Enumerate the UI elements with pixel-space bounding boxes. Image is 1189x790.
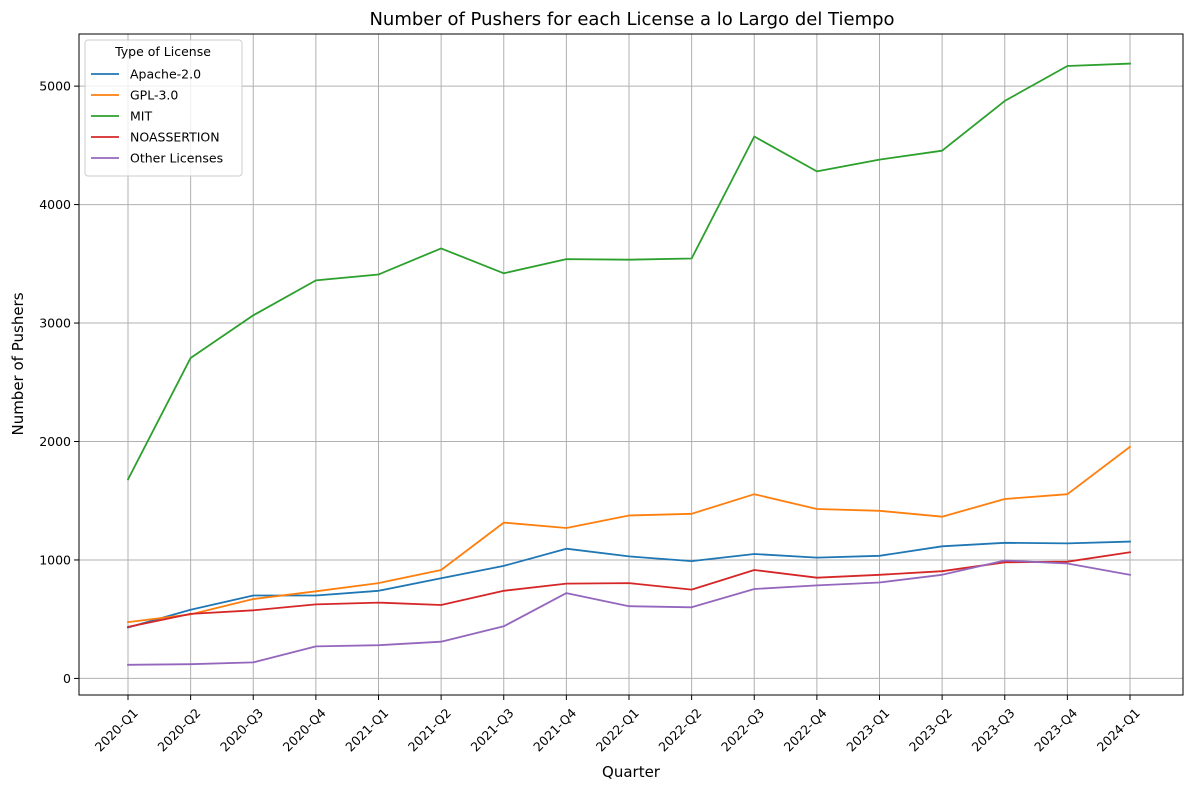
plot-area-frame	[78, 33, 1184, 696]
legend-label: Other Licenses	[130, 151, 223, 166]
chart-title: Number of Pushers for each License a lo …	[369, 9, 894, 30]
y-tick-label: 5000	[39, 79, 71, 94]
series-line-mit	[126, 62, 1131, 481]
x-tick-label: 2023-Q3	[968, 705, 1017, 754]
series-line-gpl-3-0	[126, 445, 1132, 624]
x-tick-label: 2021-Q3	[467, 705, 516, 754]
legend-label: Apache-2.0	[130, 67, 201, 82]
series-lines	[126, 62, 1132, 666]
legend-label: MIT	[130, 109, 152, 124]
x-tick-label: 2021-Q2	[405, 705, 454, 754]
x-tick-label: 2020-Q4	[280, 705, 329, 754]
legend-label: GPL-3.0	[130, 88, 178, 103]
x-tick-label: 2022-Q2	[655, 705, 704, 754]
legend-label: NOASSERTION	[130, 130, 220, 145]
x-tick-label: 2020-Q3	[217, 705, 266, 754]
legend: Type of License Apache-2.0 GPL-3.0 MIT NOAS…	[84, 39, 243, 177]
x-axis-title: Quarter	[602, 763, 661, 781]
x-tick-label: 2021-Q4	[530, 705, 579, 754]
y-axis-title: Number of Pushers	[9, 292, 27, 435]
x-tick-label: 2020-Q2	[154, 705, 203, 754]
series-line-noassertion	[126, 551, 1132, 628]
x-tick-label: 2024-Q1	[1094, 705, 1143, 754]
x-tick-label: 2022-Q1	[593, 705, 642, 754]
grid	[79, 34, 1183, 695]
x-tick-label: 2023-Q1	[843, 705, 892, 754]
y-tick-label: 3000	[39, 316, 71, 331]
y-tick-label: 4000	[39, 197, 71, 212]
legend-box	[84, 39, 243, 177]
legend-items: Apache-2.0 GPL-3.0 MIT NOASSERTION Other Lic…	[91, 67, 223, 166]
series-line-other-licenses	[127, 559, 1132, 666]
x-tick-label: 2022-Q3	[718, 705, 767, 754]
legend-title: Type of License	[114, 44, 211, 59]
y-tick-label: 1000	[39, 552, 71, 567]
x-tick-label: 2021-Q1	[342, 705, 391, 754]
y-tick-label: 0	[63, 671, 71, 686]
x-tick-label: 2023-Q4	[1031, 705, 1080, 754]
x-axis-ticks: 2020-Q1 2020-Q2 2020-Q3 2020-Q4 2021-Q1 2021-…	[92, 695, 1143, 754]
series-line-apache-2-0	[126, 540, 1131, 629]
y-axis-ticks: 0 1000 2000 3000 4000 5000	[39, 79, 79, 686]
x-tick-label: 2020-Q1	[92, 705, 141, 754]
y-tick-label: 2000	[39, 434, 71, 449]
x-tick-label: 2023-Q2	[906, 705, 955, 754]
x-tick-label: 2022-Q4	[781, 705, 830, 754]
